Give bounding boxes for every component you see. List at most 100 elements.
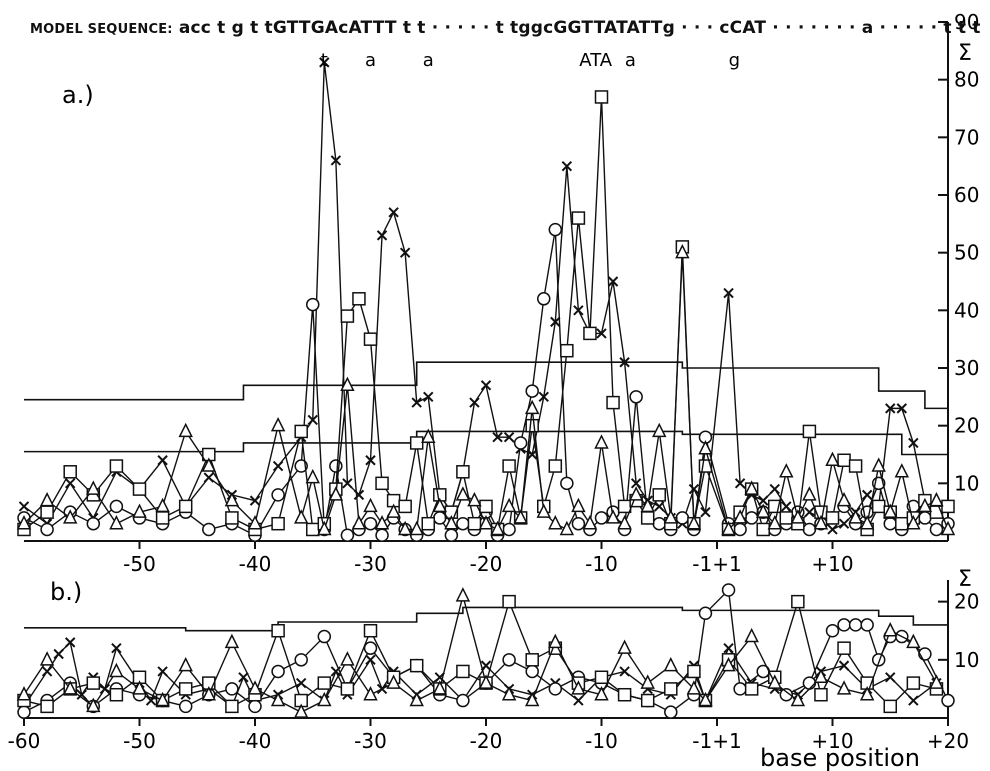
series-line-square — [23, 96, 949, 532]
data-point-x — [573, 305, 584, 316]
data-point-triangle — [270, 416, 286, 432]
data-point-triangle — [790, 691, 806, 707]
data-point-square — [906, 676, 921, 690]
data-point-triangle — [224, 491, 240, 507]
data-point-triangle — [813, 668, 829, 684]
x-tick-label: -40 — [239, 729, 272, 753]
data-point-circle — [837, 618, 851, 632]
data-point-square — [525, 418, 539, 433]
data-point-x — [423, 391, 434, 403]
data-point-square — [617, 687, 632, 702]
data-point-square — [155, 511, 170, 525]
model-sequence-text: acc t g t tGTTGAcATTT t t · · · · · t tg… — [178, 18, 981, 38]
data-point-square — [467, 516, 482, 531]
data-point-triangle — [363, 497, 378, 513]
data-point-triangle — [721, 520, 736, 536]
data-point-triangle — [940, 520, 956, 536]
threshold-line-upper — [24, 361, 948, 410]
data-point-triangle — [132, 503, 147, 518]
data-point-square — [409, 658, 424, 673]
data-point-square — [594, 670, 609, 685]
data-point-x — [319, 57, 330, 68]
data-point-square — [178, 682, 193, 696]
data-point-triangle — [409, 691, 424, 707]
data-point-x — [249, 495, 261, 506]
data-point-circle — [248, 699, 262, 714]
data-point-triangle — [790, 509, 806, 524]
data-point-triangle — [848, 509, 863, 524]
data-point-x — [861, 489, 873, 501]
data-point-square — [340, 682, 355, 696]
y-tick-label: 60 — [954, 183, 979, 207]
data-point-circle — [802, 676, 817, 690]
data-point-x — [411, 397, 422, 408]
y-tick-label: 20 — [954, 414, 979, 438]
data-point-triangle — [293, 703, 309, 718]
data-point-triangle — [201, 457, 217, 472]
data-point-triangle — [39, 651, 55, 666]
data-point-triangle — [501, 497, 517, 513]
x-tick-label: -20 — [470, 729, 503, 753]
data-point-square — [502, 594, 516, 609]
data-point-circle — [109, 499, 124, 514]
x-tick-label: -10 — [585, 729, 618, 753]
panel-a: 10 20 30 40 50 60 70 80 90 Σ -50 -40 -30 -20 -10 -1+1 +1… — [16, 10, 979, 576]
data-point-triangle — [721, 656, 736, 672]
data-point-triangle — [686, 680, 702, 695]
data-point-triangle — [929, 674, 944, 689]
data-point-x — [723, 642, 734, 654]
data-point-triangle — [548, 633, 563, 649]
threshold-line-middle — [24, 430, 948, 456]
data-point-triangle — [86, 480, 101, 495]
data-point-x — [630, 478, 642, 489]
data-point-circle — [548, 682, 563, 696]
data-point-triangle — [16, 686, 32, 701]
data-point-triangle — [397, 520, 413, 536]
data-point-triangle — [894, 463, 910, 478]
y-tick-label: 20 — [954, 590, 979, 614]
data-point-x — [295, 677, 307, 689]
data-point-x — [365, 455, 376, 466]
data-point-circle — [306, 297, 320, 312]
data-point-circle — [698, 606, 713, 621]
data-point-circle — [17, 705, 31, 719]
data-point-circle — [629, 390, 643, 404]
data-point-square — [594, 90, 609, 104]
data-point-square — [883, 699, 897, 714]
data-point-square — [294, 424, 308, 439]
data-point-triangle — [62, 509, 78, 524]
data-point-square — [640, 693, 655, 708]
data-point-square — [398, 499, 412, 514]
data-point-square — [375, 476, 389, 491]
data-point-square — [456, 465, 470, 479]
data-point-square — [421, 516, 435, 531]
data-point-circle — [664, 705, 678, 719]
data-point-triangle — [605, 509, 621, 524]
x-tick-label: -50 — [123, 552, 156, 576]
x-tick-label: +10 — [811, 729, 853, 753]
data-point-square — [479, 499, 493, 514]
data-point-triangle — [744, 627, 759, 643]
data-point-square — [548, 459, 563, 473]
data-point-x — [607, 276, 619, 287]
data-point-square — [640, 511, 655, 525]
data-point-circle — [594, 511, 609, 525]
data-point-x — [203, 472, 215, 483]
data-point-x — [469, 397, 480, 408]
data-point-triangle — [305, 468, 320, 484]
data-point-x — [480, 380, 492, 391]
data-point-x — [885, 403, 896, 414]
data-point-triangle — [490, 520, 505, 536]
data-point-circle — [502, 522, 516, 537]
data-point-circle — [513, 436, 528, 450]
data-point-triangle — [906, 515, 921, 530]
model-sequence: MODEL SEQUENCE: acc t g t tGTTGAcATTT t … — [30, 18, 981, 38]
data-point-circle — [825, 623, 840, 638]
data-point-triangle — [825, 451, 840, 467]
data-point-triangle — [548, 515, 563, 530]
data-point-square — [225, 511, 239, 525]
data-point-x — [157, 455, 168, 466]
x-tick-label: +10 — [811, 552, 853, 576]
data-point-circle — [202, 522, 216, 537]
data-point-circle — [525, 384, 539, 398]
